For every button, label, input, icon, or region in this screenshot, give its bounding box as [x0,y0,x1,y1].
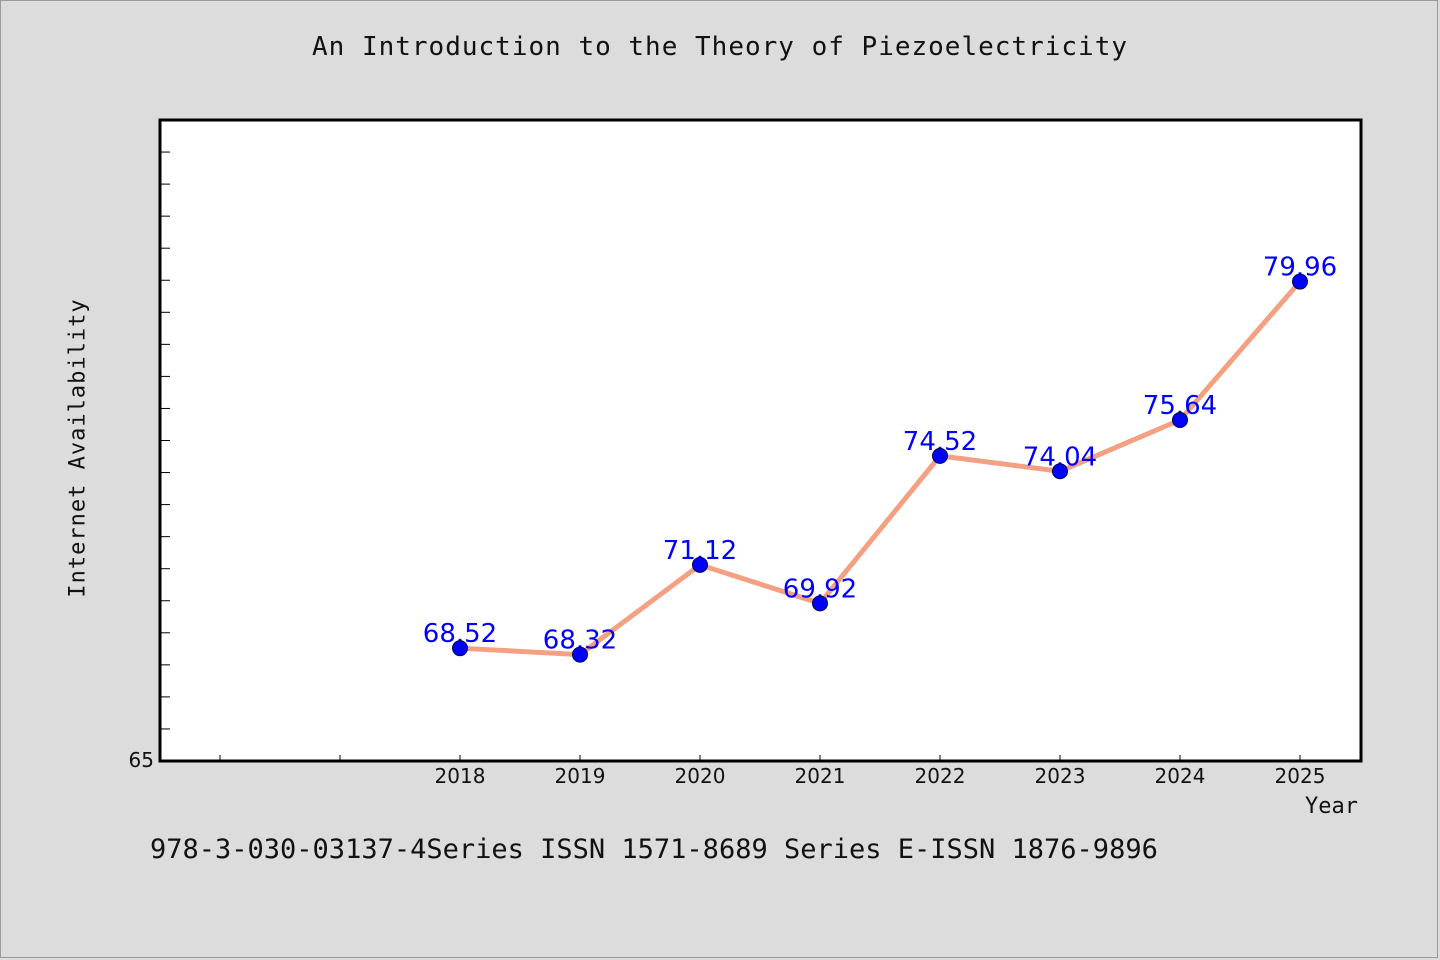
footer-note: 978-3-030-03137-4Series ISSN 1571-8689 S… [150,834,1158,865]
y-tick-label: 65 [129,748,154,772]
x-tick-label: 2018 [435,764,486,788]
data-point [1172,411,1188,428]
data-point [812,595,828,612]
data-point [932,447,948,464]
data-point [452,640,468,657]
x-tick-label: 2020 [675,764,726,788]
x-tick-label: 2021 [795,764,846,788]
data-point [692,556,708,573]
x-tick-label: 2025 [1275,764,1326,788]
data-point [1052,463,1068,480]
x-tick-label: 2024 [1155,764,1206,788]
data-point [1292,273,1308,290]
plot-area [158,118,1363,763]
x-tick-label: 2022 [915,764,966,788]
series-line [457,279,1303,658]
x-tick-label: 2019 [555,764,606,788]
data-point [572,646,588,663]
chart-title: An Introduction to the Theory of Piezoel… [311,32,1128,62]
x-tick-label: 2023 [1035,764,1086,788]
x-axis-label: Year [1305,794,1358,819]
